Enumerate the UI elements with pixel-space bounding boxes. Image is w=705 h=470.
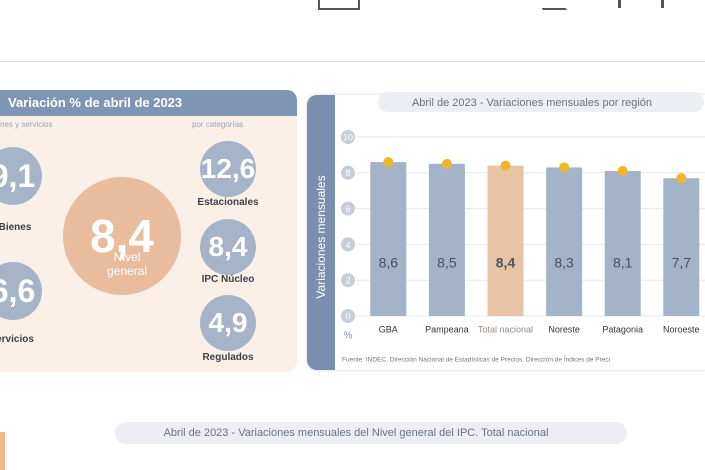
bubble-label: Regulados (202, 352, 254, 363)
bubble-value: 8,4 (200, 219, 256, 275)
title-pill (115, 422, 627, 444)
bar (604, 171, 641, 316)
bar (487, 165, 524, 316)
marker (676, 173, 687, 184)
chart-title: Abril de 2023 - Variaciones mensuales po… (412, 97, 652, 109)
x-tick-label: GBA (379, 324, 398, 334)
bubble-value: 4,9 (200, 295, 256, 351)
icon[interactable] (318, 0, 360, 10)
y-tick-label: 6 (345, 204, 350, 214)
source: Fuente: INDEC, Dirección Nacional de Est… (342, 355, 610, 364)
bar (370, 162, 407, 316)
value-label: 7,7 (672, 255, 692, 271)
tick-dot (341, 237, 355, 252)
value-label: 8,6 (379, 255, 399, 271)
x-tick-label: Patagonia (602, 324, 643, 334)
x-tick-label: Noroeste (663, 324, 700, 334)
bar (546, 167, 583, 316)
bubble-value: 8,4 (63, 177, 181, 295)
bubble-label: Bienes (0, 222, 32, 233)
icon[interactable] (618, 0, 664, 8)
value-label: 8,5 (437, 255, 457, 271)
y-tick-label: 10 (343, 132, 353, 142)
bubble-label: IPC Núcleo (201, 274, 255, 285)
bubble-label: Nivel general (106, 250, 148, 278)
bubble-label: ervicios (0, 334, 34, 345)
y-axis-label: Variaciones mensuales (314, 175, 328, 298)
marker (500, 160, 511, 171)
section-title: Abril de 2023 - Variaciones mensuales de… (164, 427, 549, 439)
x-tick-label: Noreste (548, 324, 580, 334)
bubble-label: Estacionales (197, 197, 259, 208)
group-label: por categorías (192, 120, 244, 129)
x-tick-label: Pampeana (425, 324, 469, 334)
tick-dot (341, 130, 355, 144)
axis-strip (307, 95, 335, 370)
group-label: nes y servicios (0, 120, 53, 129)
y-tick-label: 4 (345, 240, 350, 250)
y-unit: % (344, 331, 353, 342)
decoration (0, 432, 5, 470)
marker (559, 162, 570, 173)
value-label: 8,4 (496, 255, 516, 271)
value-label: 8,1 (613, 255, 633, 271)
bar (663, 178, 700, 316)
tick-dot (341, 309, 355, 323)
y-tick-label: 8 (345, 168, 350, 178)
marker (441, 158, 452, 169)
tick-dot (341, 273, 355, 288)
bubble-value: 12,6 (200, 141, 256, 197)
title-pill (378, 92, 704, 112)
marker (617, 166, 628, 177)
y-tick-label: 0 (345, 311, 350, 321)
x-tick-label: Total nacional (478, 324, 533, 334)
bar (428, 163, 465, 316)
marker (383, 157, 394, 168)
value-label: 8,3 (554, 255, 574, 271)
panel-title: Variación % de abril de 2023 (0, 90, 297, 116)
header-divider (0, 61, 705, 62)
tick-dot (341, 201, 355, 216)
tick-dot (341, 165, 355, 180)
y-tick-label: 2 (345, 276, 350, 286)
